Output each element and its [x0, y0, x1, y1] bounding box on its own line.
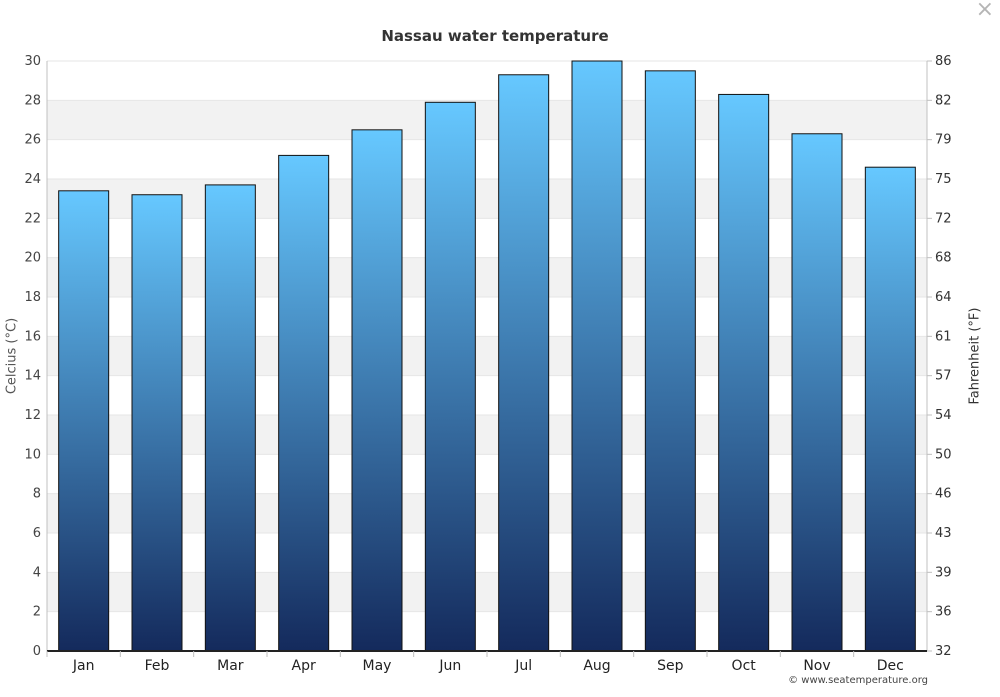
x-tick-label-jun: Jun	[438, 658, 461, 674]
y-tick-label-right: 72	[935, 211, 952, 226]
y-tick-label-right: 43	[935, 526, 952, 541]
x-tick-label-apr: Apr	[292, 658, 316, 674]
y-tick-label-right: 39	[935, 565, 952, 580]
x-tick-label-sep: Sep	[657, 658, 684, 674]
y-tick-label-left: 22	[24, 211, 41, 226]
grid-lines	[47, 60, 927, 652]
bar-sep	[644, 70, 696, 652]
y-tick-label-right: 54	[935, 408, 952, 423]
grid-band	[47, 179, 927, 219]
y-tick-label-left: 28	[24, 93, 41, 108]
y-tick-label-left: 30	[24, 54, 41, 69]
y-tick-label-left: 18	[24, 290, 41, 305]
grid-band	[47, 336, 927, 376]
y-tick-label-left: 0	[33, 644, 41, 659]
bar-jul	[498, 74, 550, 652]
y-tick-label-left: 6	[33, 526, 41, 541]
grid-band	[47, 415, 927, 455]
bar-aug	[571, 60, 623, 652]
y-tick-label-right: 57	[935, 369, 952, 384]
x-tick-label-oct: Oct	[732, 658, 757, 674]
y-tick-label-left: 4	[33, 565, 41, 580]
grid-band	[47, 493, 927, 533]
x-axis: Jan Feb Mar Apr May Jun Jul Aug Sep Oct Nov Dec	[46, 651, 904, 674]
bar-jun	[424, 101, 476, 652]
x-tick-label-jan: Jan	[72, 658, 95, 674]
x-tick-label-nov: Nov	[803, 658, 830, 674]
y-tick-label-left: 26	[24, 133, 41, 148]
y-tick-label-right: 46	[935, 487, 952, 502]
y-tick-label-left: 20	[24, 251, 41, 266]
grid-band	[47, 572, 927, 612]
y-tick-label-left: 8	[33, 487, 41, 502]
y-tick-label-right: 82	[935, 93, 952, 108]
bars	[58, 60, 916, 652]
bar-jan	[58, 190, 110, 652]
bar-nov	[791, 133, 843, 652]
y-tick-label-right: 79	[935, 133, 952, 148]
x-tick-label-may: May	[363, 658, 392, 674]
bar-dec	[864, 166, 916, 652]
y-tick-label-left: 24	[24, 172, 41, 187]
y-tick-label-right: 75	[935, 172, 952, 187]
bar-may	[351, 129, 403, 652]
x-tick-label-jul: Jul	[514, 658, 532, 674]
x-tick-label-mar: Mar	[217, 658, 244, 674]
y-tick-label-left: 10	[24, 447, 41, 462]
bar-oct	[718, 93, 770, 652]
x-tick-label-aug: Aug	[583, 658, 610, 674]
credit-text: © www.seatemperature.org	[788, 675, 928, 686]
bar-apr	[278, 154, 330, 652]
bar-mar	[204, 184, 256, 652]
grid-band	[47, 257, 927, 297]
y-tick-label-right: 36	[935, 605, 952, 620]
y-axis-right: 32 36 39 43 46 50 54 57 61 64 68 72 75 79 82 86	[927, 54, 952, 659]
y-tick-label-right: 50	[935, 447, 952, 462]
close-icon[interactable]: ×	[975, 0, 994, 22]
x-tick-label-dec: Dec	[877, 658, 904, 674]
y-tick-label-right: 64	[935, 290, 952, 305]
y-tick-label-right: 32	[935, 644, 952, 659]
y-tick-label-left: 16	[24, 329, 41, 344]
y-tick-label-left: 14	[24, 369, 41, 384]
grid-bands	[47, 100, 927, 612]
y-tick-label-left: 2	[33, 605, 41, 620]
y-tick-label-right: 61	[935, 329, 952, 344]
y-tick-label-right: 86	[935, 54, 952, 69]
x-tick-label-feb: Feb	[145, 658, 170, 674]
grid-band	[47, 100, 927, 140]
chart-title: Nassau water temperature	[381, 27, 609, 45]
y-tick-label-right: 68	[935, 251, 952, 266]
bar-feb	[131, 194, 183, 652]
y-tick-label-left: 12	[24, 408, 41, 423]
